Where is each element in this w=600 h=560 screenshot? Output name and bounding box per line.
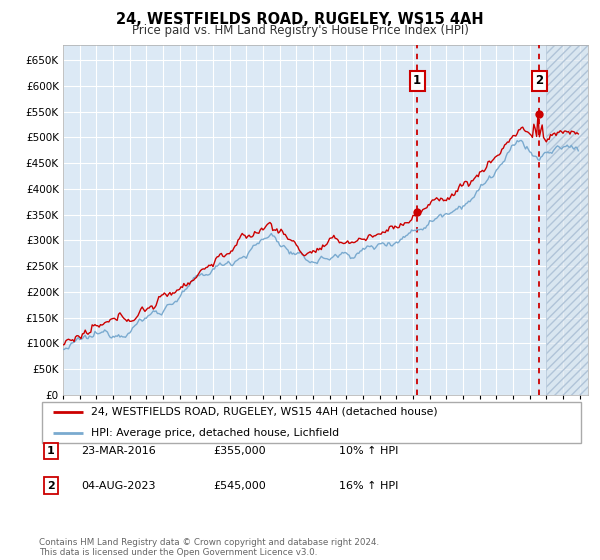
Text: 10% ↑ HPI: 10% ↑ HPI <box>339 446 398 456</box>
Bar <box>547 45 588 395</box>
Text: £545,000: £545,000 <box>213 480 266 491</box>
Text: 24, WESTFIELDS ROAD, RUGELEY, WS15 4AH: 24, WESTFIELDS ROAD, RUGELEY, WS15 4AH <box>116 12 484 27</box>
Text: 16% ↑ HPI: 16% ↑ HPI <box>339 480 398 491</box>
Text: 1: 1 <box>413 74 421 87</box>
Text: 2: 2 <box>47 480 55 491</box>
Text: Price paid vs. HM Land Registry's House Price Index (HPI): Price paid vs. HM Land Registry's House … <box>131 24 469 37</box>
Bar <box>547 45 588 395</box>
Text: 24, WESTFIELDS ROAD, RUGELEY, WS15 4AH (detached house): 24, WESTFIELDS ROAD, RUGELEY, WS15 4AH (… <box>91 407 437 417</box>
Text: 23-MAR-2016: 23-MAR-2016 <box>81 446 156 456</box>
Text: Contains HM Land Registry data © Crown copyright and database right 2024.
This d: Contains HM Land Registry data © Crown c… <box>39 538 379 557</box>
Text: HPI: Average price, detached house, Lichfield: HPI: Average price, detached house, Lich… <box>91 428 339 438</box>
Text: £355,000: £355,000 <box>213 446 266 456</box>
FancyBboxPatch shape <box>42 402 581 443</box>
Text: 1: 1 <box>47 446 55 456</box>
Text: 04-AUG-2023: 04-AUG-2023 <box>81 480 155 491</box>
Text: 2: 2 <box>535 74 544 87</box>
